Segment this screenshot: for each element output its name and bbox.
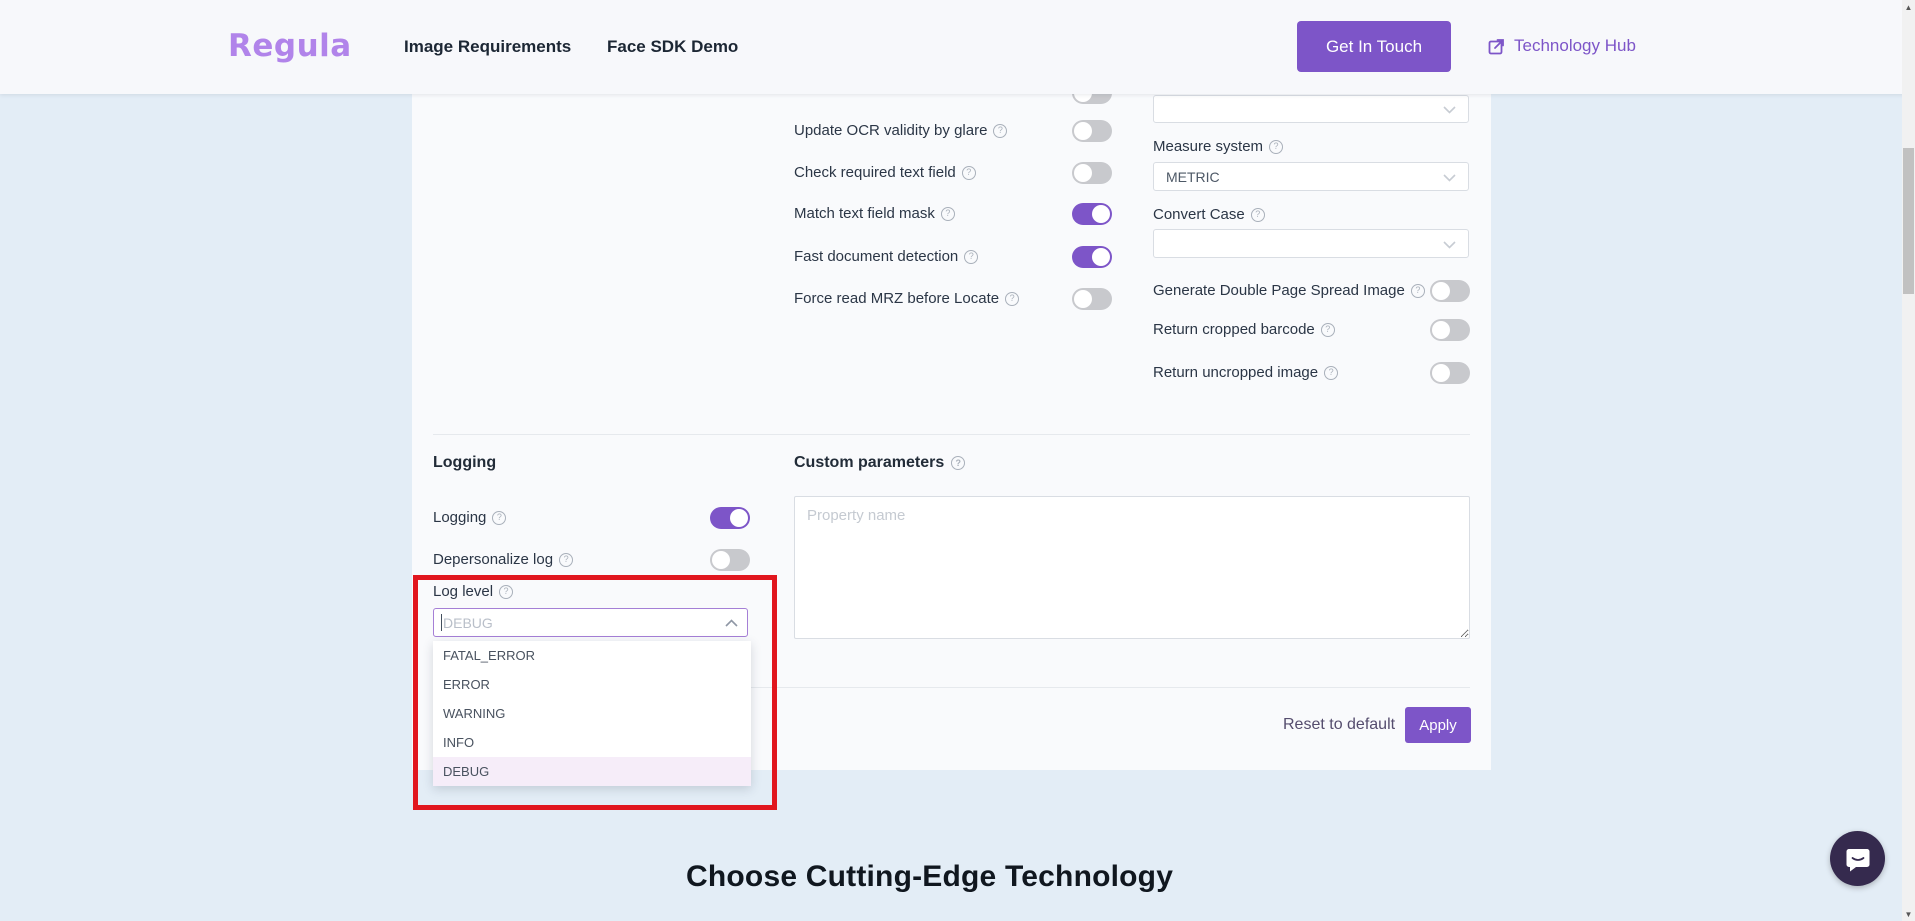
chevron-down-icon [1443, 101, 1456, 117]
section-divider [433, 434, 1470, 435]
label-match-text-field-mask: Match text field mask? [794, 205, 955, 222]
help-icon[interactable]: ? [1410, 283, 1425, 298]
chat-widget-button[interactable] [1830, 831, 1885, 886]
chevron-down-icon [1443, 236, 1456, 252]
scrollbar-thumb[interactable] [1903, 148, 1914, 294]
toggle-logging[interactable] [710, 507, 750, 529]
help-icon[interactable]: ? [940, 206, 955, 221]
label-measure-system: Measure system? [1153, 138, 1284, 155]
toggle-fast-document-detection[interactable] [1072, 246, 1112, 268]
toggle-force-read-mrz[interactable] [1072, 288, 1112, 310]
top-navbar: Regula Image Requirements Face SDK Demo … [0, 0, 1915, 94]
label-check-required-text-field: Check required text field? [794, 164, 976, 181]
label-force-read-mrz: Force read MRZ before Locate? [794, 290, 1020, 307]
reset-to-default-button[interactable]: Reset to default [1283, 716, 1396, 733]
nav-image-requirements[interactable]: Image Requirements [404, 37, 572, 56]
help-icon[interactable]: ? [1005, 291, 1020, 306]
technology-hub-label: Technology Hub [1514, 36, 1636, 55]
top-select[interactable] [1153, 95, 1469, 123]
help-icon[interactable]: ? [964, 249, 979, 264]
external-link-icon [1488, 38, 1505, 55]
label-fast-document-detection: Fast document detection? [794, 248, 979, 265]
label-update-ocr-validity: Update OCR validity by glare? [794, 122, 1008, 139]
regula-logo[interactable]: Regula [228, 28, 352, 64]
log-level-combobox[interactable] [433, 608, 748, 637]
log-level-option-debug[interactable]: DEBUG [433, 757, 751, 786]
log-level-option-error[interactable]: ERROR [443, 677, 490, 692]
custom-parameters-textarea[interactable] [794, 496, 1470, 639]
toggle-match-text-field-mask[interactable] [1072, 203, 1112, 225]
toggle-return-uncropped-image[interactable] [1430, 362, 1470, 384]
toggle-return-cropped-barcode[interactable] [1430, 319, 1470, 341]
get-in-touch-button[interactable]: Get In Touch [1297, 21, 1451, 72]
help-icon[interactable]: ? [559, 552, 574, 567]
text-caret [441, 614, 442, 631]
help-icon[interactable]: ? [993, 123, 1008, 138]
convert-case-select[interactable] [1153, 229, 1469, 258]
custom-parameters-title: Custom parameters? [794, 454, 966, 472]
label-return-uncropped-image: Return uncropped image? [1153, 364, 1339, 381]
label-logging: Logging? [433, 509, 507, 526]
label-generate-double-page: Generate Double Page Spread Image? [1153, 282, 1425, 299]
chevron-down-icon [1443, 169, 1456, 185]
label-log-level: Log level? [433, 583, 514, 600]
chat-bubble-icon [1846, 848, 1869, 871]
chevron-up-icon [725, 619, 738, 627]
help-icon[interactable]: ? [1320, 322, 1335, 337]
log-level-option-warning[interactable]: WARNING [443, 706, 506, 721]
toggle-depersonalize-log[interactable] [710, 549, 750, 571]
scrollbar-down-arrow[interactable]: ▼ [1904, 909, 1913, 919]
log-level-option-info[interactable]: INFO [443, 735, 475, 750]
help-icon[interactable]: ? [961, 165, 976, 180]
help-icon[interactable]: ? [951, 456, 966, 470]
log-level-option-fatal-error[interactable]: FATAL_ERROR [443, 648, 535, 663]
log-level-input[interactable] [433, 608, 748, 637]
label-return-cropped-barcode: Return cropped barcode? [1153, 321, 1335, 338]
logging-section-title: Logging [433, 454, 497, 471]
label-depersonalize-log: Depersonalize log? [433, 551, 574, 568]
toggle-check-required-text-field[interactable] [1072, 162, 1112, 184]
help-icon[interactable]: ? [1269, 139, 1284, 154]
help-icon[interactable]: ? [1250, 207, 1265, 222]
log-level-dropdown-list: FATAL_ERROR ERROR WARNING INFO DEBUG [433, 641, 751, 786]
toggle-generate-double-page[interactable] [1430, 280, 1470, 302]
bottom-section-heading: Choose Cutting-Edge Technology [686, 860, 1174, 893]
scrollbar-up-arrow[interactable]: ▲ [1904, 2, 1913, 12]
help-icon[interactable]: ? [499, 584, 514, 599]
nav-face-sdk-demo[interactable]: Face SDK Demo [607, 37, 739, 56]
page-scrollbar[interactable]: ▲ ▼ [1902, 0, 1915, 921]
footer-divider [433, 687, 1470, 688]
label-convert-case: Convert Case? [1153, 206, 1265, 223]
measure-system-select[interactable]: METRIC [1153, 162, 1469, 191]
apply-button[interactable]: Apply [1405, 707, 1471, 743]
toggle-update-ocr-validity[interactable] [1072, 120, 1112, 142]
technology-hub-link[interactable]: Technology Hub [1488, 36, 1636, 56]
help-icon[interactable]: ? [1324, 365, 1339, 380]
help-icon[interactable]: ? [492, 510, 507, 525]
toggle-partial-top[interactable] [1072, 94, 1112, 104]
